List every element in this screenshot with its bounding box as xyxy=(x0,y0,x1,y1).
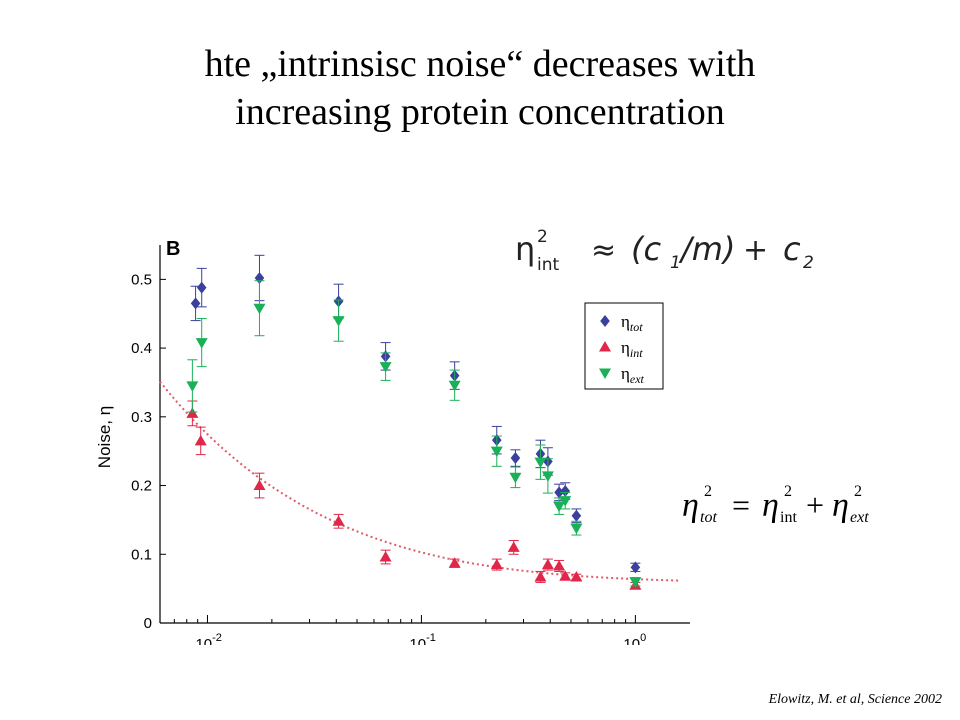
formula-eta-tot: η xyxy=(682,487,699,524)
data-point-ext xyxy=(559,496,572,507)
data-point-tot xyxy=(630,561,641,574)
formula-eta-tot-sub: tot xyxy=(700,509,717,526)
legend: ηtot ηint ηext xyxy=(584,302,664,390)
formula-eta-int-sub: int xyxy=(780,509,797,526)
formula-plus-right: + xyxy=(806,487,824,523)
formula-eta-int: η xyxy=(762,487,779,524)
legend-frame xyxy=(584,302,664,390)
data-point-ext xyxy=(448,380,461,392)
y-axis-label: Noise, η xyxy=(95,406,114,468)
data-point-int xyxy=(332,515,345,526)
data-point-int xyxy=(553,559,566,571)
slide-title: hte „intrinsisc noise“ decreases with in… xyxy=(80,40,880,136)
data-point-ext xyxy=(509,472,522,484)
formula-plus: + xyxy=(743,233,768,268)
formula-eta: η xyxy=(515,230,535,268)
x-tick-label: 10-1 xyxy=(409,632,435,645)
data-point-tot xyxy=(190,297,201,310)
data-point-ext xyxy=(541,471,554,482)
data-point-ext xyxy=(253,303,266,315)
fit-curve xyxy=(159,380,680,582)
citation: Elowitz, M. et al, Science 2002 xyxy=(768,692,942,707)
data-point-int xyxy=(534,570,547,582)
y-tick-label: 0.3 xyxy=(131,409,152,426)
data-point-int xyxy=(490,558,503,570)
slide-title-line1: hte „intrinsisc noise“ decreases with xyxy=(204,43,756,85)
data-point-int xyxy=(194,434,207,446)
data-point-int xyxy=(379,551,392,562)
y-tick-label: 0.4 xyxy=(131,340,152,357)
formula-term1-rest: /m) xyxy=(678,230,735,268)
series-ext xyxy=(186,280,642,588)
data-point-tot xyxy=(510,452,521,465)
y-tick-label: 0.2 xyxy=(131,478,152,495)
formula-term1-sub: 1 xyxy=(670,253,681,273)
data-point-ext xyxy=(570,523,583,535)
data-point-ext xyxy=(490,446,503,458)
data-marks xyxy=(186,254,642,590)
formula-eta-sub: int xyxy=(537,255,559,275)
y-tick-label: 0 xyxy=(144,615,152,632)
data-point-ext xyxy=(332,316,345,327)
data-point-ext xyxy=(629,577,642,588)
data-point-int xyxy=(448,557,461,568)
formula-eta-int-sup: 2 xyxy=(784,483,792,500)
data-point-int xyxy=(186,407,199,418)
data-point-int xyxy=(541,558,554,570)
data-point-int xyxy=(507,541,520,552)
formula-term2: c xyxy=(783,230,801,268)
data-point-ext xyxy=(379,362,392,373)
x-tick-label: 10-2 xyxy=(195,632,221,645)
data-point-int xyxy=(559,570,572,581)
formula-intrinsic-noise: η 2 int ≈ (c 1 /m) + c 2 xyxy=(515,227,814,275)
x-tick-label: 100 xyxy=(623,632,646,645)
formula-eta-tot-sup: 2 xyxy=(704,483,712,500)
legend-marker-tot xyxy=(600,315,610,327)
data-point-ext xyxy=(186,381,199,392)
data-point-tot xyxy=(196,281,207,294)
y-tick-label: 0.1 xyxy=(131,546,152,563)
legend-label-int: ηint xyxy=(621,338,643,360)
legend-marker-ext xyxy=(599,368,611,379)
formula-eta-ext: η xyxy=(832,487,849,524)
formula-equals: = xyxy=(732,487,750,523)
formula-eta-ext-sup: 2 xyxy=(854,483,862,500)
formula-term1: (c xyxy=(631,230,661,268)
formula-approx: ≈ xyxy=(591,233,616,268)
legend-marker-int xyxy=(599,341,611,352)
formula-term2-sub: 2 xyxy=(803,253,814,273)
series-int xyxy=(186,400,642,590)
y-tick-label: 0.5 xyxy=(131,271,152,288)
data-point-int xyxy=(570,570,583,582)
formula-eta-ext-sub: ext xyxy=(850,509,869,526)
data-point-tot xyxy=(554,486,564,499)
fit-curve-group xyxy=(159,380,680,582)
data-point-ext xyxy=(534,457,547,469)
data-point-ext xyxy=(553,501,566,513)
data-point-ext xyxy=(195,338,208,349)
legend-label-ext: ηext xyxy=(621,364,645,386)
data-point-tot xyxy=(571,509,582,522)
formula-eta-sup: 2 xyxy=(537,227,548,247)
formula-total-noise: η tot 2 = η int 2 + η ext 2 xyxy=(682,483,869,526)
legend-label-tot: ηtot xyxy=(621,312,643,334)
data-point-int xyxy=(253,479,266,491)
panel-letter: B xyxy=(166,238,180,260)
slide-title-line2: increasing protein concentration xyxy=(235,91,725,133)
noise-chart: 0 0.1 0.2 0.3 0.4 0.5 10-2 10-1 100 ηtot ηint ηext… xyxy=(95,238,690,645)
chart-axes: 0 0.1 0.2 0.3 0.4 0.5 10-2 10-1 100 xyxy=(131,245,690,645)
